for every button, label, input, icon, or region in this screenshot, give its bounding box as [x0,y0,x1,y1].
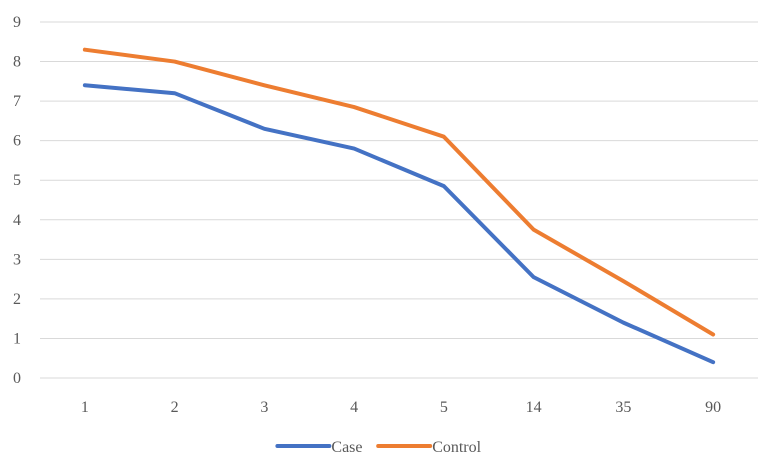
y-tick-label: 3 [13,251,21,268]
y-tick-label: 1 [13,330,21,347]
x-tick-label: 3 [260,399,268,416]
x-axis-tick-labels: 1 2 3 4 5 14 35 90 [81,399,721,416]
x-tick-label: 35 [615,399,631,416]
series-line-control [82,47,716,337]
y-tick-label: 8 [13,54,21,71]
series-line-case [82,83,716,365]
x-tick-label: 5 [440,399,448,416]
y-tick-label: 6 [13,133,21,150]
y-axis-tick-labels: 0 1 2 3 4 5 6 7 8 9 [13,14,21,387]
x-tick-label: 90 [705,399,721,416]
y-tick-label: 7 [13,93,21,110]
y-tick-label: 0 [13,370,21,387]
y-tick-label: 9 [13,14,21,31]
y-tick-label: 4 [13,212,21,229]
legend-item-control: Control [376,439,482,456]
y-tick-label: 5 [13,172,21,189]
x-tick-label: 4 [350,399,358,416]
x-tick-label: 14 [526,399,542,416]
gridlines [40,21,758,379]
x-tick-label: 1 [81,399,89,416]
legend-label: Case [331,439,362,456]
legend: Case Control [275,439,482,456]
y-tick-label: 2 [13,291,21,308]
x-tick-label: 2 [171,399,179,416]
series-lines [82,47,716,365]
legend-item-case: Case [275,439,363,456]
legend-label: Control [432,439,481,456]
